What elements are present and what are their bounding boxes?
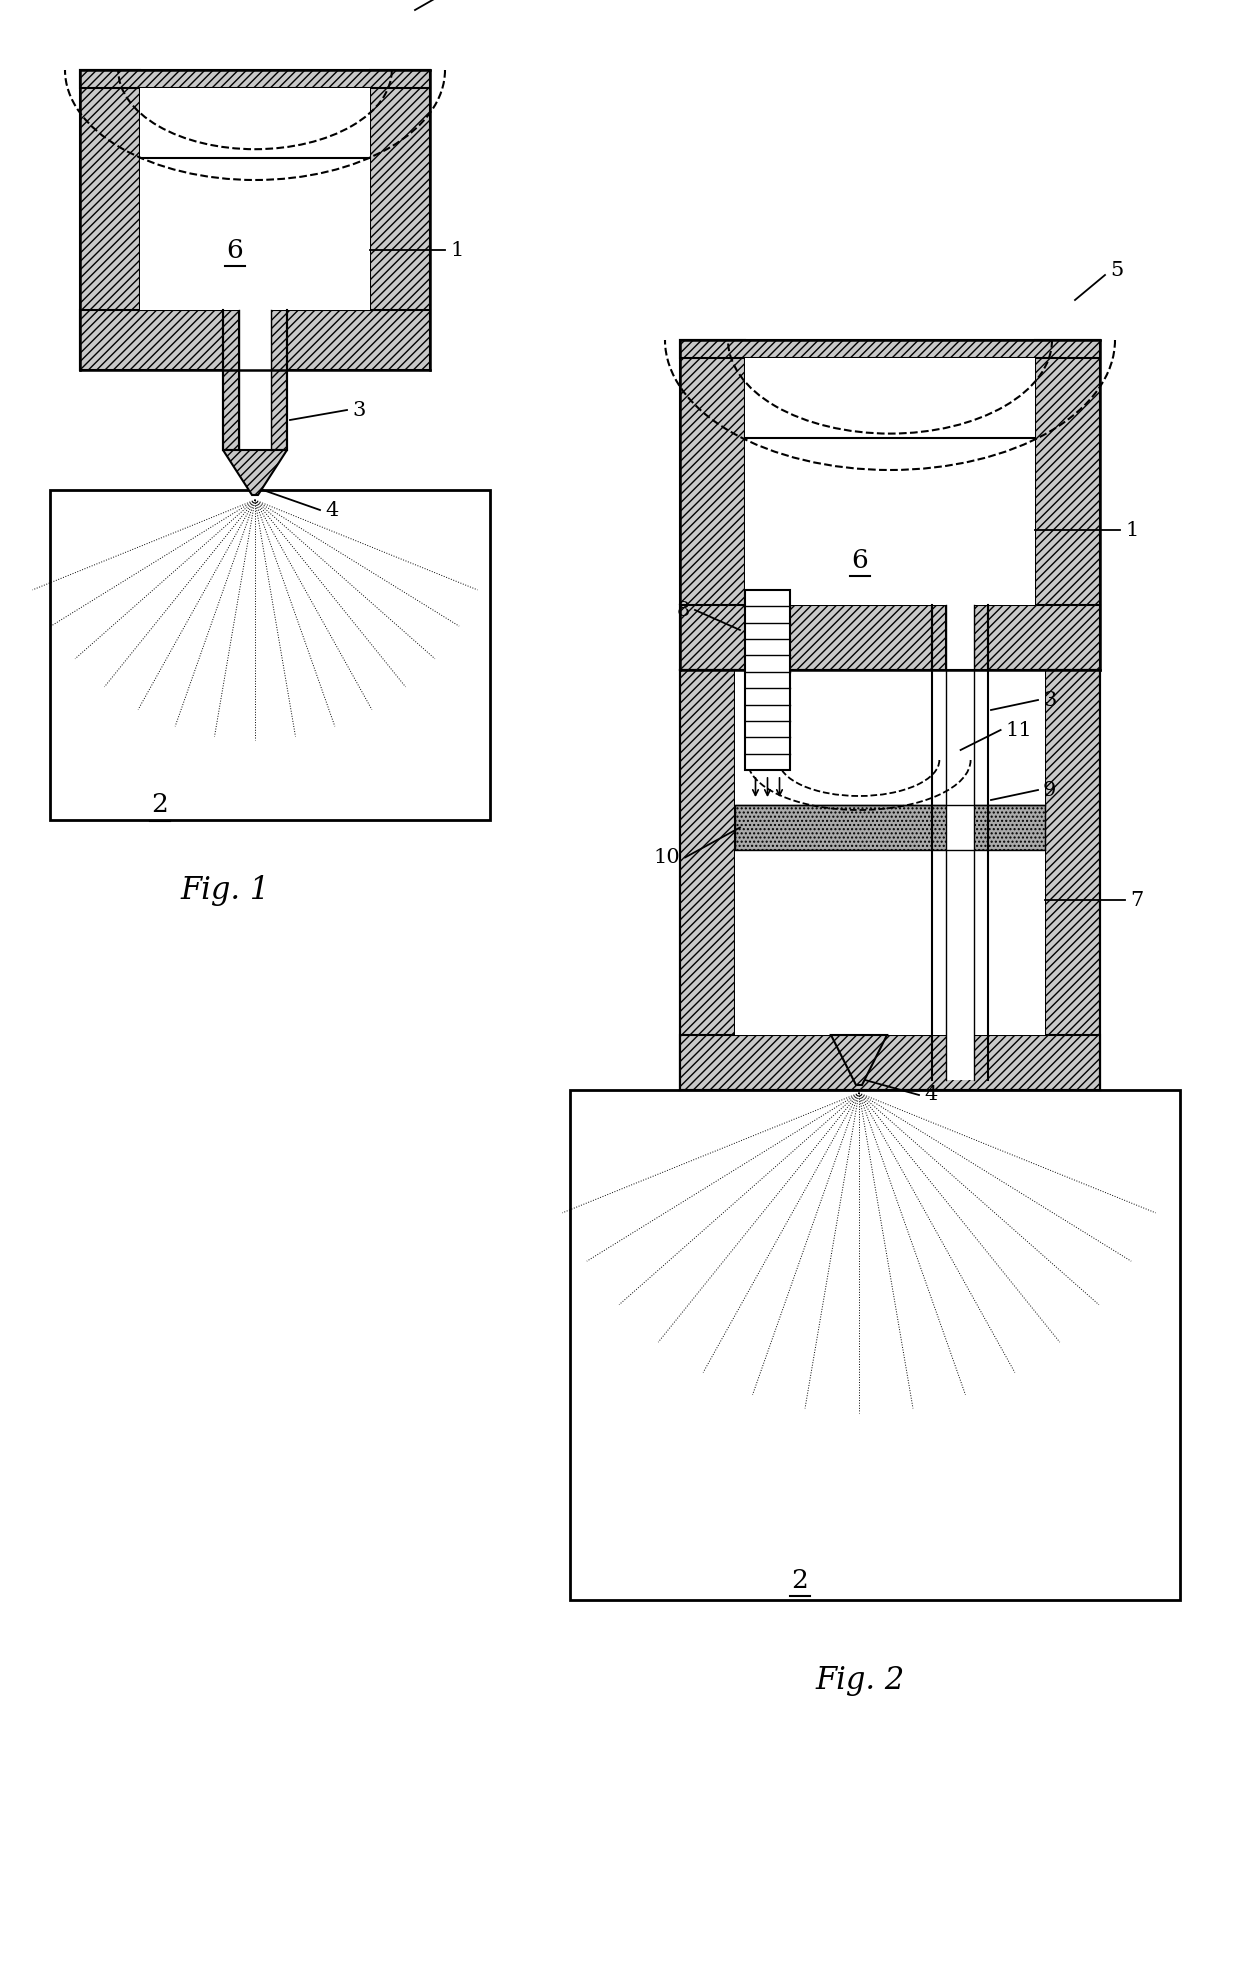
Bar xyxy=(735,806,1045,849)
Bar xyxy=(81,69,140,369)
Text: 9: 9 xyxy=(1043,780,1056,800)
Bar xyxy=(239,310,272,450)
Text: 6: 6 xyxy=(852,548,868,573)
Bar xyxy=(272,310,286,450)
Bar xyxy=(973,605,988,1079)
Bar xyxy=(680,1036,1100,1089)
Text: 10: 10 xyxy=(653,847,680,867)
Bar xyxy=(946,605,973,1079)
Bar xyxy=(680,339,1100,357)
Text: 8: 8 xyxy=(677,601,689,619)
Bar xyxy=(1035,339,1100,671)
Bar xyxy=(81,310,430,369)
Bar xyxy=(680,605,1100,671)
Text: 3: 3 xyxy=(352,401,366,419)
Bar xyxy=(370,69,430,369)
Bar xyxy=(680,339,745,671)
Text: 2: 2 xyxy=(151,792,169,817)
Text: 4: 4 xyxy=(924,1085,937,1105)
Bar xyxy=(745,589,790,770)
Polygon shape xyxy=(223,450,286,494)
Bar xyxy=(223,310,239,450)
Text: Fig. 1: Fig. 1 xyxy=(180,875,269,905)
Text: Fig. 2: Fig. 2 xyxy=(816,1665,905,1696)
Bar xyxy=(50,490,490,819)
Bar xyxy=(570,1089,1180,1599)
Text: 5: 5 xyxy=(1110,260,1123,280)
Text: 4: 4 xyxy=(325,500,339,520)
Polygon shape xyxy=(831,1036,887,1085)
Bar xyxy=(140,87,370,310)
Text: 11: 11 xyxy=(1006,720,1033,740)
Bar xyxy=(745,357,1035,605)
Bar xyxy=(735,849,1045,1036)
Text: 7: 7 xyxy=(1130,891,1143,909)
Text: 3: 3 xyxy=(1043,690,1056,710)
Bar xyxy=(735,671,1045,1036)
Bar xyxy=(932,605,946,1079)
Bar xyxy=(81,69,430,87)
Bar xyxy=(1045,671,1100,1089)
Text: 1: 1 xyxy=(1125,520,1138,540)
Bar xyxy=(680,671,735,1089)
Text: 2: 2 xyxy=(791,1567,808,1593)
Text: 6: 6 xyxy=(227,238,243,262)
Text: 1: 1 xyxy=(450,240,464,260)
